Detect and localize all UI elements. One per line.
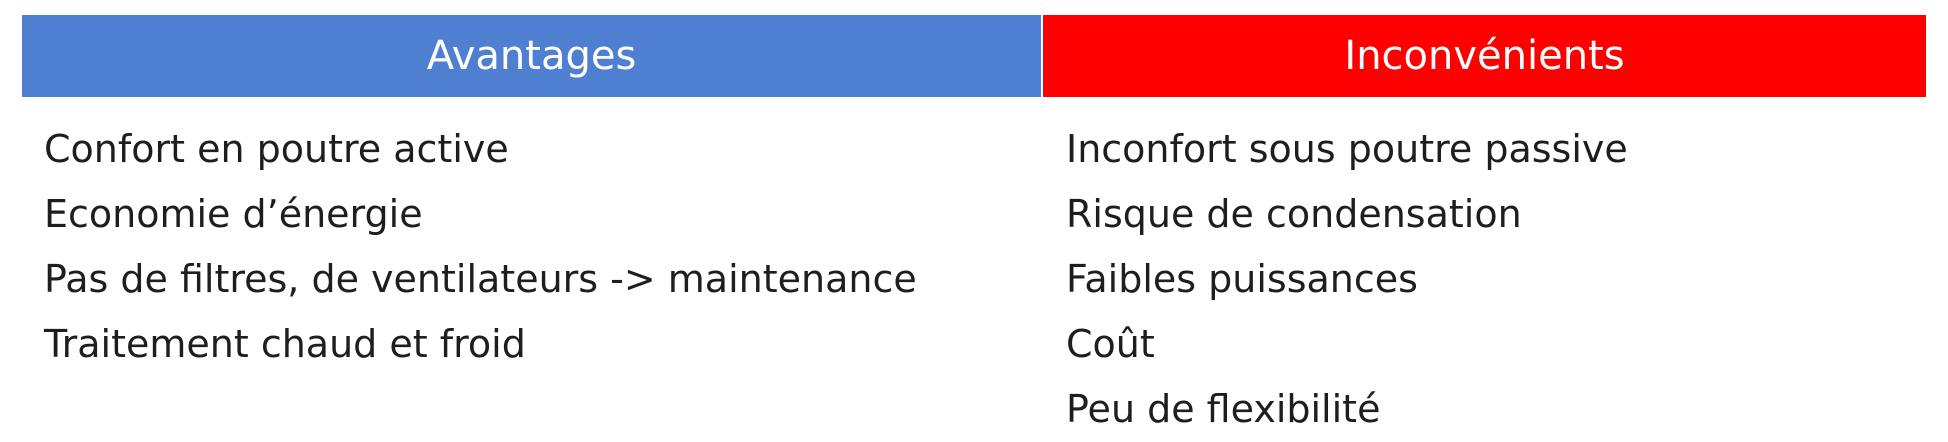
disadvantage-item: Faibles puissances	[1066, 257, 1418, 301]
disadvantages-header: Inconvénients	[1043, 15, 1926, 97]
advantages-header: Avantages	[22, 15, 1043, 97]
advantages-column: Confort en poutre active Economie d’éner…	[22, 117, 1043, 442]
disadvantages-column: Inconfort sous poutre passive Risque de …	[1043, 117, 1926, 442]
disadvantage-item: Coût	[1066, 322, 1155, 366]
disadvantage-item: Inconfort sous poutre passive	[1066, 127, 1628, 171]
advantage-item: Traitement chaud et froid	[44, 322, 526, 366]
disadvantage-item: Peu de flexibilité	[1066, 387, 1381, 431]
disadvantage-item: Risque de condensation	[1066, 192, 1522, 236]
advantage-item: Economie d’énergie	[44, 192, 423, 236]
table-body-row: Confort en poutre active Economie d’éner…	[22, 97, 1926, 442]
advantage-item: Pas de filtres, de ventilateurs -> maint…	[44, 257, 917, 301]
comparison-table: Avantages Inconvénients Confort en poutr…	[22, 15, 1926, 442]
advantage-item: Confort en poutre active	[44, 127, 509, 171]
table-header-row: Avantages Inconvénients	[22, 15, 1926, 97]
